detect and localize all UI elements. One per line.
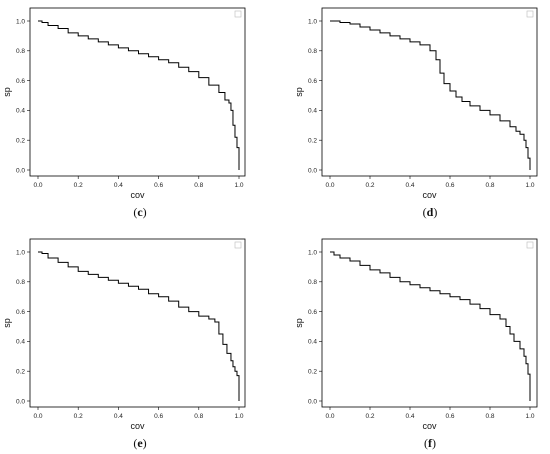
y-tick-label: 0.8: [308, 48, 317, 55]
x-axis-label: cov: [130, 190, 145, 200]
legend-box: [526, 10, 534, 18]
y-axis-label: sp: [2, 318, 12, 328]
x-tick-label: 0.2: [74, 413, 83, 420]
panel-label: (e): [133, 436, 146, 450]
panel-label: (c): [133, 205, 146, 219]
y-tick-label: 0.0: [16, 167, 25, 174]
y-tick-label: 0.2: [16, 369, 25, 376]
panel-label-close: ): [143, 205, 147, 219]
x-tick-label: 0.0: [325, 413, 334, 420]
y-tick-label: 0.4: [16, 339, 25, 346]
x-tick-label: 0.6: [154, 182, 163, 189]
panel-f: 0.0 0.2 0.4 0.6 0.8 1.0 0.0 0.2 0.4 0.6 0.8 1.0 cov s…: [294, 238, 538, 450]
panel-label-close: ): [433, 205, 437, 219]
panel-label-open: (: [133, 436, 137, 450]
x-axis-label: cov: [130, 421, 145, 431]
panel-label-close: ): [143, 436, 147, 450]
panels-root: 0.0 0.2 0.4 0.6 0.8 1.0 0.0 0.2 0.4 0.6 0.8 1.0 cov s…: [2, 7, 538, 450]
y-tick-label: 1.0: [308, 249, 317, 256]
x-tick-label: 1.0: [234, 182, 243, 189]
y-tick-label: 0.2: [308, 369, 317, 376]
panel-label: (d): [423, 205, 438, 219]
panel-d: 0.0 0.2 0.4 0.6 0.8 1.0 0.0 0.2 0.4 0.6 0.8 1.0 cov s…: [294, 7, 538, 219]
x-tick-label: 0.4: [114, 182, 123, 189]
plot-frame: [29, 7, 246, 177]
legend-box: [234, 241, 242, 249]
series-line: [38, 20, 240, 170]
x-tick-label: 0.4: [114, 413, 123, 420]
panel-label: (f): [424, 436, 436, 450]
y-tick-label: 0.6: [308, 309, 317, 316]
x-tick-label: 0.2: [365, 182, 374, 189]
x-tick-label: 0.8: [194, 182, 203, 189]
panel-c: 0.0 0.2 0.4 0.6 0.8 1.0 0.0 0.2 0.4 0.6 0.8 1.0 cov s…: [2, 7, 246, 219]
x-tick-label: 0.2: [365, 413, 374, 420]
x-axis-label: cov: [422, 421, 437, 431]
panel-label-letter: f: [428, 436, 433, 450]
panel-label-open: (: [133, 205, 137, 219]
y-tick-label: 0.0: [16, 398, 25, 405]
y-tick-label: 0.4: [308, 108, 317, 115]
plot-frame: [321, 238, 538, 408]
series-line: [330, 20, 531, 170]
panel-label-open: (: [424, 436, 428, 450]
series-line: [330, 251, 531, 401]
y-tick-label: 0.8: [16, 48, 25, 55]
y-axis-label: sp: [294, 87, 304, 97]
x-tick-label: 0.8: [194, 413, 203, 420]
y-tick-label: 0.0: [308, 167, 317, 174]
y-tick-label: 0.8: [16, 279, 25, 286]
panel-label-letter: d: [427, 205, 434, 219]
x-tick-label: 1.0: [525, 413, 534, 420]
x-tick-label: 0.0: [33, 182, 42, 189]
panel-label-letter: e: [137, 436, 143, 450]
x-tick-label: 1.0: [234, 413, 243, 420]
y-tick-label: 0.0: [308, 398, 317, 405]
y-tick-label: 0.4: [308, 339, 317, 346]
series-line: [38, 251, 240, 401]
y-axis-label: sp: [2, 87, 12, 97]
y-tick-label: 1.0: [308, 18, 317, 25]
y-tick-label: 1.0: [16, 18, 25, 25]
y-tick-label: 0.8: [308, 279, 317, 286]
x-tick-label: 0.8: [485, 182, 494, 189]
y-tick-label: 0.2: [308, 138, 317, 145]
panel-label-letter: c: [137, 205, 143, 219]
plot-frame: [29, 238, 246, 408]
plot-frame: [321, 7, 538, 177]
x-axis-label: cov: [422, 190, 437, 200]
legend-box: [526, 241, 534, 249]
y-tick-label: 1.0: [16, 249, 25, 256]
x-tick-label: 0.4: [405, 182, 414, 189]
y-tick-label: 0.2: [16, 138, 25, 145]
y-tick-label: 0.6: [308, 78, 317, 85]
x-tick-label: 0.8: [485, 413, 494, 420]
panel-label-open: (: [423, 205, 427, 219]
legend-box: [234, 10, 242, 18]
y-tick-label: 0.6: [16, 78, 25, 85]
x-tick-label: 0.4: [405, 413, 414, 420]
panel-label-close: ): [432, 436, 436, 450]
x-tick-label: 0.6: [445, 182, 454, 189]
x-tick-label: 1.0: [525, 182, 534, 189]
y-tick-label: 0.4: [16, 108, 25, 115]
panel-e: 0.0 0.2 0.4 0.6 0.8 1.0 0.0 0.2 0.4 0.6 0.8 1.0 cov s…: [2, 238, 246, 450]
x-tick-label: 0.6: [154, 413, 163, 420]
y-tick-label: 0.6: [16, 309, 25, 316]
x-tick-label: 0.6: [445, 413, 454, 420]
x-tick-label: 0.0: [325, 182, 334, 189]
x-tick-label: 0.2: [74, 182, 83, 189]
x-tick-label: 0.0: [33, 413, 42, 420]
y-axis-label: sp: [294, 318, 304, 328]
